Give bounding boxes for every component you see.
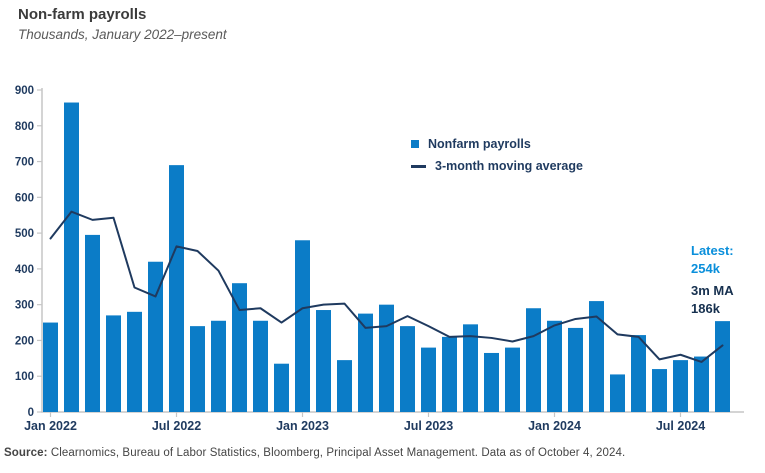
x-tick-label: Jul 2024	[656, 419, 705, 433]
bar-sep-2023	[463, 324, 478, 412]
bar-feb-2022	[64, 102, 79, 413]
y-tick-label: 600	[15, 192, 34, 204]
bar-jun-2024	[652, 369, 667, 412]
bar-may-2023	[379, 304, 394, 412]
bar-jan-2024	[547, 320, 562, 412]
bar-jun-2023	[400, 326, 415, 412]
y-tick-label: 0	[28, 407, 34, 419]
legend-item-moving-average: 3-month moving average	[411, 159, 583, 173]
bar-aug-2023	[442, 336, 457, 412]
x-tick-label: Jul 2023	[404, 419, 453, 433]
latest-annotation: Latest: 254k 3m MA 186k	[691, 242, 734, 318]
bar-jul-2022	[169, 165, 184, 412]
bar-feb-2023	[316, 310, 331, 412]
legend-label-nonfarm-payrolls: Nonfarm payrolls	[428, 137, 531, 151]
source-text: Clearnomics, Bureau of Labor Statistics,…	[50, 447, 626, 459]
bar-aug-2024	[694, 356, 709, 412]
bar-jul-2023	[421, 347, 436, 412]
y-tick-label: 300	[15, 300, 34, 312]
bar-sep-2024	[715, 321, 730, 412]
chart-legend: Nonfarm payrolls 3-month moving average	[411, 137, 583, 173]
bar-dec-2022	[274, 363, 289, 412]
bar-swatch-icon	[411, 140, 419, 148]
y-tick-label: 200	[15, 335, 34, 347]
y-tick-label: 100	[15, 371, 34, 383]
bar-mar-2024	[589, 301, 604, 412]
x-tick-label: Jul 2022	[152, 419, 201, 433]
bar-jan-2023	[295, 240, 310, 412]
x-tick-label: Jan 2022	[24, 419, 77, 433]
bar-nov-2022	[253, 320, 268, 412]
legend-item-nonfarm-payrolls: Nonfarm payrolls	[411, 137, 583, 151]
bar-nov-2023	[505, 347, 520, 412]
ma-value: 186k	[691, 301, 720, 316]
bar-jul-2024	[673, 360, 688, 412]
bar-apr-2022	[106, 315, 121, 412]
page-title: Non-farm payrolls	[18, 6, 147, 23]
page-subtitle: Thousands, January 2022–present	[18, 27, 227, 42]
y-tick-label: 900	[15, 85, 34, 97]
bar-dec-2023	[526, 308, 541, 412]
latest-value-block: Latest: 254k	[691, 242, 734, 278]
legend-label-moving-average: 3-month moving average	[435, 159, 583, 173]
ma-value-block: 3m MA 186k	[691, 282, 734, 318]
bar-aug-2022	[190, 326, 205, 412]
source-note: Source: Clearnomics, Bureau of Labor Sta…	[4, 447, 625, 459]
latest-value: 254k	[691, 261, 720, 276]
bar-oct-2023	[484, 352, 499, 412]
bar-sep-2022	[211, 320, 226, 412]
bar-may-2022	[127, 311, 142, 412]
bar-may-2024	[631, 335, 646, 412]
bar-mar-2023	[337, 360, 352, 412]
x-tick-label: Jan 2023	[276, 419, 329, 433]
bar-jun-2022	[148, 261, 163, 412]
y-tick-label: 800	[15, 121, 34, 133]
bar-mar-2022	[85, 234, 100, 412]
y-tick-label: 700	[15, 157, 34, 169]
bar-jan-2022	[43, 322, 58, 412]
bar-apr-2024	[610, 374, 625, 412]
y-tick-label: 400	[15, 264, 34, 276]
line-swatch-icon	[411, 164, 426, 168]
bar-apr-2023	[358, 313, 373, 412]
y-tick-label: 500	[15, 228, 34, 240]
bar-oct-2022	[232, 283, 247, 412]
ma-label: 3m MA	[691, 283, 734, 298]
x-tick-label: Jan 2024	[528, 419, 581, 433]
bar-feb-2024	[568, 327, 583, 412]
moving-average-line	[49, 210, 724, 363]
source-label: Source:	[4, 447, 48, 459]
latest-label: Latest:	[691, 243, 734, 258]
